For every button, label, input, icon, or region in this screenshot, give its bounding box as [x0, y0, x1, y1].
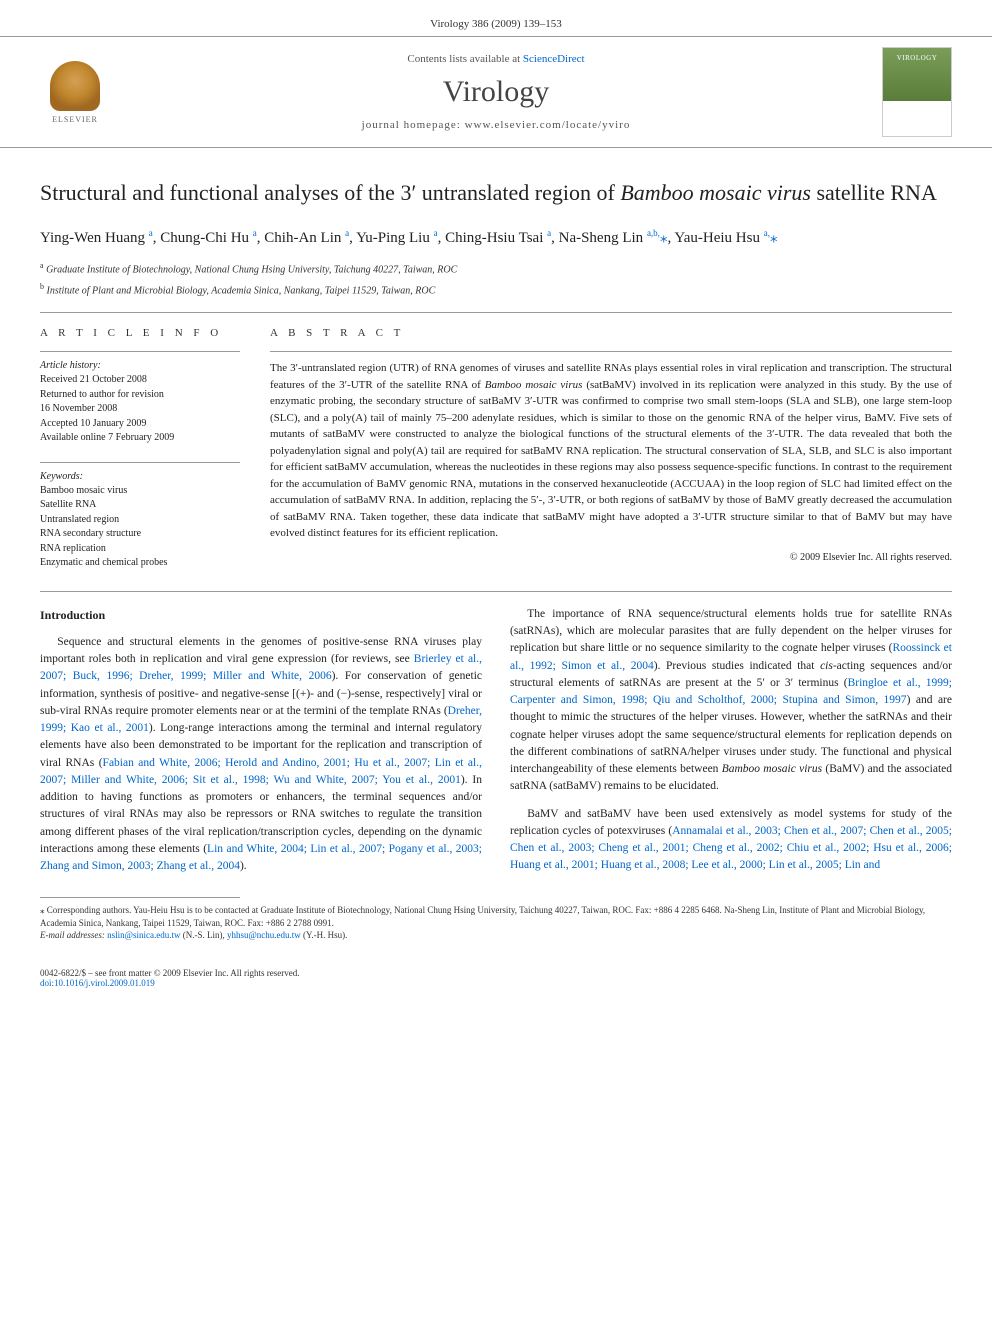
- elsevier-label: ELSEVIER: [52, 115, 98, 124]
- accepted-line: Accepted 10 January 2009: [40, 417, 240, 432]
- copyright-line: © 2009 Elsevier Inc. All rights reserved…: [270, 552, 952, 563]
- online-line: Available online 7 February 2009: [40, 431, 240, 446]
- elsevier-tree-icon: [50, 61, 100, 111]
- email-2[interactable]: yhhsu@nchu.edu.tw: [227, 930, 301, 940]
- body-columns: Introduction Sequence and structural ele…: [0, 606, 992, 885]
- article-title: Structural and functional analyses of th…: [40, 178, 952, 208]
- affil-a-text: Graduate Institute of Biotechnology, Nat…: [46, 264, 457, 275]
- title-italic: Bamboo mosaic virus: [620, 180, 811, 205]
- title-pre: Structural and functional analyses of th…: [40, 180, 620, 205]
- article-info-col: A R T I C L E I N F O Article history: R…: [40, 327, 240, 571]
- abstract-header: A B S T R A C T: [270, 327, 952, 339]
- contents-available-line: Contents lists available at ScienceDirec…: [110, 53, 882, 65]
- elsevier-logo: ELSEVIER: [40, 52, 110, 132]
- journal-reference: Virology 386 (2009) 139–153: [0, 0, 992, 36]
- email-2-who: (Y.-H. Hsu).: [301, 930, 348, 940]
- footer-block: ⁎ Corresponding authors. Yau-Heiu Hsu is…: [0, 885, 992, 962]
- rule-abstract: [270, 351, 952, 352]
- cover-label: VIROLOGY: [883, 54, 951, 62]
- homepage-url[interactable]: www.elsevier.com/locate/yviro: [465, 119, 631, 131]
- kw-0: Bamboo mosaic virus: [40, 484, 240, 499]
- contents-available-text: Contents lists available at: [407, 53, 522, 65]
- abstract-col: A B S T R A C T The 3′-untranslated regi…: [270, 327, 952, 571]
- abs-mid: (satBaMV) involved in its replication we…: [270, 379, 952, 540]
- p2-ital1: cis: [820, 660, 833, 672]
- returned-line: Returned to author for revision: [40, 388, 240, 403]
- kw-3: RNA secondary structure: [40, 527, 240, 542]
- rule-below-abstract: [40, 591, 952, 592]
- keywords-label: Keywords:: [40, 471, 240, 482]
- p2-ital2: Bamboo mosaic virus: [722, 763, 822, 775]
- email-1-who: (N.-S. Lin),: [180, 930, 227, 940]
- authors-line: Ying-Wen Huang a, Chung-Chi Hu a, Chih-A…: [40, 226, 952, 250]
- sciencedirect-link[interactable]: ScienceDirect: [523, 53, 585, 65]
- kw-1: Satellite RNA: [40, 498, 240, 513]
- email-label: E-mail addresses:: [40, 930, 107, 940]
- journal-name: Virology: [110, 75, 882, 109]
- doi-block: 0042-6822/$ – see front matter © 2009 El…: [0, 962, 992, 1008]
- homepage-label: journal homepage:: [362, 119, 465, 131]
- front-matter: 0042-6822/$ – see front matter © 2009 El…: [40, 968, 952, 978]
- title-post: satellite RNA: [811, 180, 937, 205]
- rule-info-1: [40, 351, 240, 352]
- header-center: Contents lists available at ScienceDirec…: [110, 53, 882, 131]
- journal-homepage: journal homepage: www.elsevier.com/locat…: [110, 119, 882, 131]
- affil-b-text: Institute of Plant and Microbial Biology…: [47, 285, 436, 296]
- email-1[interactable]: nslin@sinica.edu.tw: [107, 930, 180, 940]
- kw-5: Enzymatic and chemical probes: [40, 556, 240, 571]
- corresponding-note: ⁎ Corresponding authors. Yau-Heiu Hsu is…: [40, 904, 952, 929]
- history-label: Article history:: [40, 360, 240, 371]
- footer-rule: [40, 897, 240, 898]
- doi-text: doi:10.1016/j.virol.2009.01.019: [40, 978, 155, 988]
- p2-mid1: ). Previous studies indicated that: [654, 660, 820, 672]
- abs-ital: Bamboo mosaic virus: [485, 379, 583, 391]
- p1-cite3[interactable]: Fabian and White, 2006; Herold and Andin…: [40, 757, 482, 786]
- intro-p3: BaMV and satBaMV have been used extensiv…: [510, 806, 952, 875]
- doi-line: doi:10.1016/j.virol.2009.01.019: [40, 978, 952, 988]
- journal-cover-thumb: VIROLOGY: [882, 47, 952, 137]
- p1b-post: ).: [240, 860, 247, 872]
- affiliation-b: b Institute of Plant and Microbial Biolo…: [40, 281, 952, 298]
- received-line: Received 21 October 2008: [40, 373, 240, 388]
- email-line: E-mail addresses: nslin@sinica.edu.tw (N…: [40, 929, 952, 942]
- affiliation-a: a Graduate Institute of Biotechnology, N…: [40, 260, 952, 277]
- abstract-text: The 3′-untranslated region (UTR) of RNA …: [270, 360, 952, 542]
- intro-p2: The importance of RNA sequence/structura…: [510, 606, 952, 796]
- introduction-title: Introduction: [40, 606, 482, 624]
- article-info-header: A R T I C L E I N F O: [40, 327, 240, 339]
- rule-info-2: [40, 462, 240, 463]
- kw-2: Untranslated region: [40, 513, 240, 528]
- rule-above-info: [40, 312, 952, 313]
- journal-header-box: ELSEVIER Contents lists available at Sci…: [0, 36, 992, 148]
- intro-p1: Sequence and structural elements in the …: [40, 634, 482, 876]
- returned-date-line: 16 November 2008: [40, 402, 240, 417]
- kw-4: RNA replication: [40, 542, 240, 557]
- p2-pre: The importance of RNA sequence/structura…: [510, 608, 952, 655]
